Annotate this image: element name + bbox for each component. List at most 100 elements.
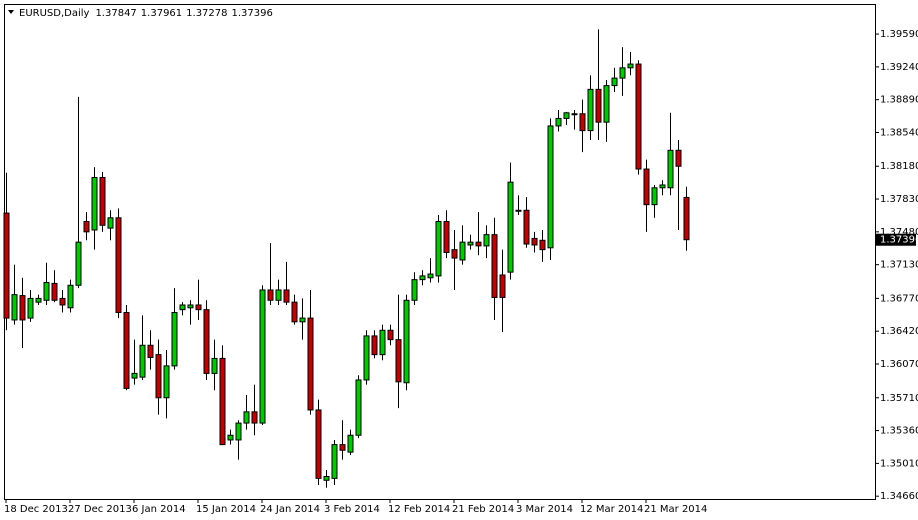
x-tick-label: 6 Jan 2014 (132, 504, 186, 515)
candle-body (67, 284, 74, 309)
x-tick-label: 12 Feb 2014 (388, 504, 450, 515)
candle-body (627, 63, 634, 69)
candle-body (75, 241, 82, 286)
x-tick-label: 12 Mar 2014 (580, 504, 643, 515)
x-tick-label: 15 Jan 2014 (196, 504, 256, 515)
candle-body (155, 354, 162, 399)
candle-body (59, 297, 66, 306)
y-tick-label: 1.36770 (880, 293, 918, 304)
candle-body (443, 221, 450, 253)
candle-body (339, 444, 346, 451)
candle-body (251, 411, 258, 424)
candle-body (363, 335, 370, 381)
candle-body (459, 241, 466, 261)
candle-body (635, 63, 642, 170)
candle-body (315, 409, 322, 479)
candle-body (219, 357, 226, 446)
candle-body (451, 249, 458, 259)
menu-arrow (8, 10, 14, 14)
candle-body (275, 289, 282, 301)
candle-body (51, 282, 58, 301)
header-low: 1.37278 (186, 8, 227, 19)
candle-body (179, 304, 186, 311)
candle-body (563, 112, 570, 119)
candle-body (115, 217, 122, 313)
candle-body (467, 241, 474, 246)
candle-body (571, 113, 578, 116)
candle-body (203, 309, 210, 374)
candle-body (643, 168, 650, 206)
candle-body (283, 289, 290, 303)
x-tick-label: 3 Mar 2014 (516, 504, 573, 515)
candle-body (307, 317, 314, 411)
candle-body (547, 125, 554, 249)
candle-body (659, 184, 666, 189)
candle-body (259, 289, 266, 424)
candle-body (35, 297, 42, 303)
candle-body (83, 221, 90, 233)
y-tick-label: 1.39590 (880, 29, 918, 40)
candle-body (211, 357, 218, 374)
candle-body (587, 88, 594, 132)
candle-body (619, 67, 626, 79)
candle-body (291, 301, 298, 323)
candle-body (43, 281, 50, 301)
candle-body (411, 279, 418, 301)
candle-body (499, 274, 506, 298)
candle-body (11, 294, 18, 321)
candle-body (123, 311, 130, 389)
last-price-box (875, 233, 916, 246)
x-tick-label: 27 Dec 2013 (68, 504, 132, 515)
candle-body (267, 289, 274, 301)
header-open: 1.37847 (95, 8, 136, 19)
candle-body (371, 335, 378, 356)
y-tick-label: 1.37480 (880, 227, 918, 238)
candle-body (491, 234, 498, 298)
header-high: 1.37961 (141, 8, 182, 19)
candle-body (683, 196, 690, 241)
candle-body (323, 476, 330, 481)
header-close: 1.37396 (232, 8, 273, 19)
candle-body (579, 113, 586, 132)
candle-body (355, 379, 362, 436)
y-tick-label: 1.35360 (880, 426, 918, 437)
x-tick-label: 21 Mar 2014 (644, 504, 707, 515)
candle-body (299, 317, 306, 323)
candle-body (243, 411, 250, 424)
y-tick-label: 1.38890 (880, 95, 918, 106)
candle-body (539, 239, 546, 251)
candle-body (3, 212, 10, 319)
y-tick-label: 1.36420 (880, 326, 918, 337)
candle-body (379, 329, 386, 356)
y-tick-label: 1.39240 (880, 62, 918, 73)
candle-body (475, 241, 482, 247)
candle-body (507, 181, 514, 273)
last-price-label: 1.37396 (880, 235, 918, 246)
y-tick-label: 1.37130 (880, 260, 918, 271)
candle-body (675, 149, 682, 167)
chart-header: EURUSD,Daily 1.37847 1.37961 1.37278 1.37396 (19, 8, 273, 19)
chart-title: EURUSD,Daily (19, 8, 90, 19)
y-tick-label: 1.36070 (880, 359, 918, 370)
candle-body (227, 434, 234, 441)
candle-body (195, 304, 202, 311)
candle-body (651, 187, 658, 206)
candle-body (91, 176, 98, 231)
candle-body (515, 209, 522, 212)
candle-body (611, 77, 618, 87)
candle-body (347, 434, 354, 453)
candle-body (483, 234, 490, 247)
y-tick-label: 1.37830 (880, 194, 918, 205)
candle-body (555, 117, 562, 127)
candle-body (19, 295, 26, 321)
candle-body (595, 88, 602, 123)
y-tick-label: 1.38540 (880, 127, 918, 138)
candle-body (131, 372, 138, 379)
candle-body (187, 304, 194, 309)
y-tick-label: 1.38180 (880, 161, 918, 172)
candle-body (435, 221, 442, 277)
candle-body (667, 149, 674, 189)
x-tick-label: 24 Jan 2014 (260, 504, 320, 515)
candle-body (27, 297, 34, 319)
